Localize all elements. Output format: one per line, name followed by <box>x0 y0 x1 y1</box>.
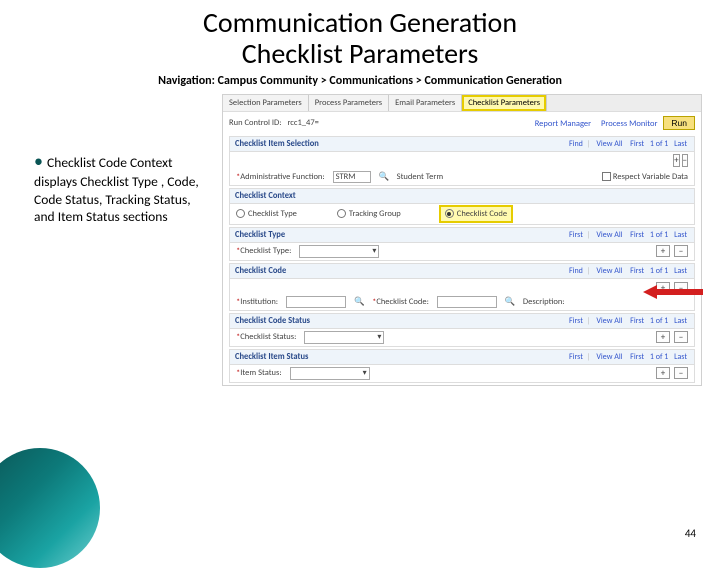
lookup-icon[interactable]: 🔍 <box>354 297 364 307</box>
admin-fn-field[interactable]: STRM <box>333 171 371 183</box>
institution-label: Institution: <box>240 297 278 307</box>
delete-row-button[interactable]: − <box>682 154 688 167</box>
title-line2: Checklist Parameters <box>242 36 479 71</box>
tab-strip: Selection Parameters Process Parameters … <box>223 95 701 112</box>
chk-type-label: Checklist Type: <box>240 246 291 256</box>
respect-var-label: Respect Variable Data <box>613 172 688 182</box>
slide-title: Communication Generation Checklist Param… <box>0 8 720 70</box>
title-line1: Communication Generation <box>203 5 517 40</box>
chk-status-label: Checklist Status: <box>240 332 296 342</box>
pager-text: 1 of 1 <box>650 139 668 149</box>
first-link[interactable]: First <box>569 230 583 240</box>
respect-var-checkbox[interactable] <box>602 172 611 181</box>
section-item-status: Checklist Item Status First| View All Fi… <box>229 349 695 383</box>
first-link[interactable]: First <box>569 352 583 362</box>
type-title: Checklist Type <box>235 230 285 240</box>
viewall-link[interactable]: View All <box>596 352 622 362</box>
context-title: Checklist Context <box>235 191 296 201</box>
last-link[interactable]: Last <box>674 352 687 362</box>
lookup-icon[interactable]: 🔍 <box>379 172 389 182</box>
delete-row-button[interactable]: − <box>674 367 688 379</box>
bullet-text: Checklist Code Context displays Checklis… <box>34 94 214 386</box>
code-status-title: Checklist Code Status <box>235 316 310 326</box>
item-selection-title: Checklist Item Selection <box>235 139 319 149</box>
section-checklist-type: Checklist Type First| View All First 1 o… <box>229 227 695 261</box>
lookup-icon[interactable]: 🔍 <box>505 297 515 307</box>
add-row-button[interactable]: + <box>656 331 670 343</box>
find-link[interactable]: Find <box>569 266 583 276</box>
report-manager-link[interactable]: Report Manager <box>535 119 591 129</box>
delete-row-button[interactable]: − <box>674 245 688 257</box>
chk-type-select[interactable] <box>299 245 379 258</box>
add-row-button[interactable]: + <box>656 367 670 379</box>
viewall-link[interactable]: View All <box>596 316 622 326</box>
process-monitor-link[interactable]: Process Monitor <box>601 119 657 129</box>
section-code-status: Checklist Code Status First| View All Fi… <box>229 313 695 347</box>
description-label: Description: <box>523 297 565 307</box>
item-status-label: Item Status: <box>240 368 281 378</box>
section-item-selection: Checklist Item Selection Find| View All … <box>229 136 695 186</box>
first2-link[interactable]: First <box>630 230 644 240</box>
student-term-label: Student Term <box>397 172 443 182</box>
admin-fn-label: Administrative Function: <box>240 172 324 182</box>
delete-row-button[interactable]: − <box>674 331 688 343</box>
institution-field[interactable] <box>286 296 346 308</box>
chk-code-field[interactable] <box>437 296 497 308</box>
run-control-label: Run Control ID: <box>229 118 282 128</box>
run-control-value: rcc1_47= <box>287 118 318 128</box>
last-link[interactable]: Last <box>674 266 687 276</box>
section-checklist-code: Checklist Code Find| View All First 1 of… <box>229 263 695 311</box>
first-link[interactable]: First <box>630 139 644 149</box>
add-row-button[interactable]: + <box>656 245 670 257</box>
last-link[interactable]: Last <box>674 316 687 326</box>
tab-email-parameters[interactable]: Email Parameters <box>389 95 462 111</box>
tab-process-parameters[interactable]: Process Parameters <box>309 95 389 111</box>
chk-status-select[interactable] <box>304 331 384 344</box>
run-button[interactable]: Run <box>663 116 695 130</box>
chk-code-label: Checklist Code: <box>376 297 429 307</box>
last-link[interactable]: Last <box>674 230 687 240</box>
app-screenshot: Selection Parameters Process Parameters … <box>222 94 702 386</box>
navigation-path: Navigation: Campus Community > Communica… <box>0 74 720 88</box>
radio-checklist-type[interactable]: Checklist Type <box>236 209 297 219</box>
first-link[interactable]: First <box>630 266 644 276</box>
radio-tracking-group[interactable]: Tracking Group <box>337 209 401 219</box>
find-link[interactable]: Find <box>569 139 583 149</box>
section-context: Checklist Context Checklist Type Trackin… <box>229 188 695 225</box>
item-status-select[interactable] <box>290 367 370 380</box>
item-selection-controls: Find| View All First 1 of 1 Last <box>567 139 689 149</box>
viewall-link[interactable]: View All <box>596 230 622 240</box>
radio-checklist-code[interactable]: Checklist Code <box>441 207 511 221</box>
tab-selection-parameters[interactable]: Selection Parameters <box>223 95 309 111</box>
last-link[interactable]: Last <box>674 139 687 149</box>
code-title: Checklist Code <box>235 266 286 276</box>
item-status-title: Checklist Item Status <box>235 352 308 362</box>
callout-arrow <box>643 283 703 301</box>
page-number: 44 <box>685 527 696 540</box>
add-row-button[interactable]: + <box>673 154 679 167</box>
accent-corner <box>0 448 100 568</box>
viewall-link[interactable]: View All <box>596 139 622 149</box>
first-link[interactable]: First <box>569 316 583 326</box>
tab-checklist-parameters[interactable]: Checklist Parameters <box>462 95 547 111</box>
run-toolbar: Run Control ID: rcc1_47= Report Manager … <box>223 112 701 134</box>
viewall-link[interactable]: View All <box>596 266 622 276</box>
